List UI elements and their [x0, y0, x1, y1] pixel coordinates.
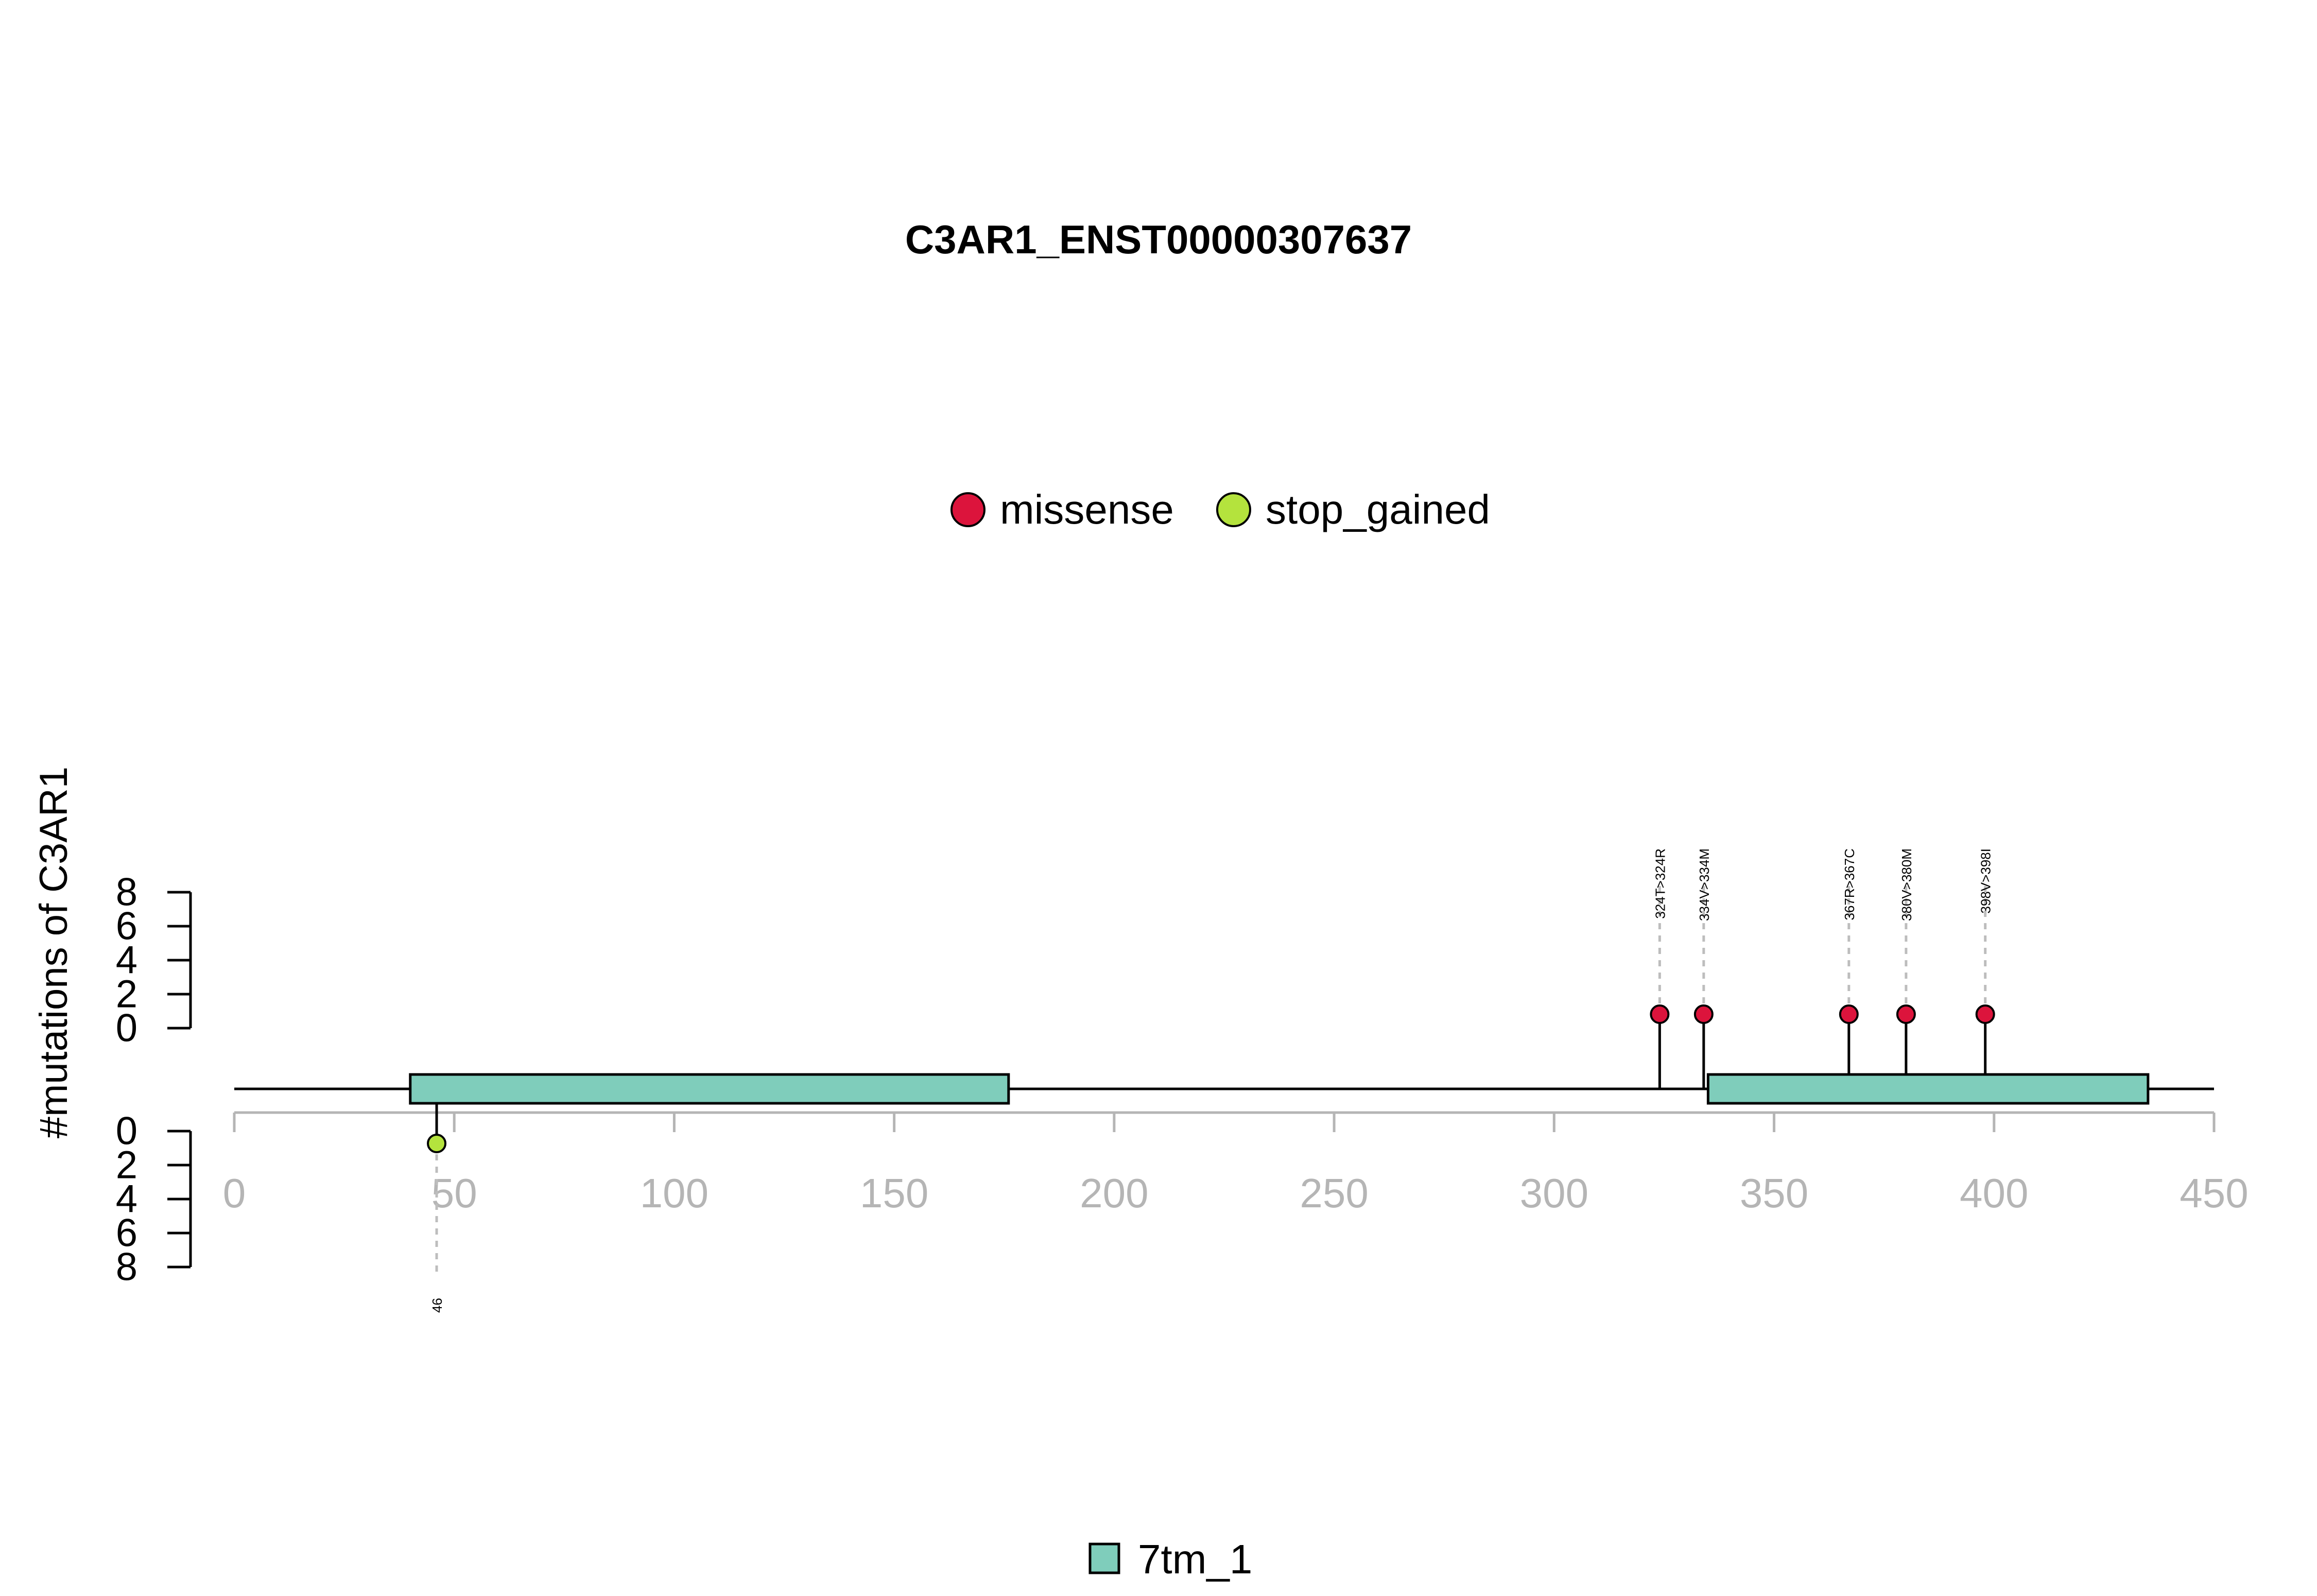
y-tick-label: 4 [116, 939, 137, 982]
y-tick-label: 0 [116, 1109, 137, 1153]
y-tick-label: 8 [116, 1245, 137, 1289]
x-tick-label: 400 [1960, 1170, 2028, 1216]
mutation-label: 398V>398I [1978, 848, 1994, 914]
x-tick-label: 50 [431, 1170, 477, 1216]
lollipop-head-missense [1693, 1004, 1714, 1024]
legend-label-7tm_1: 7tm_1 [1138, 1536, 1252, 1582]
lollipop-head-missense [1896, 1004, 1916, 1024]
y-tick-label: 6 [116, 1211, 137, 1255]
lollipop-head-stop_gained [427, 1134, 447, 1153]
lollipop-heads [427, 1004, 1995, 1153]
y-tick-label: 2 [116, 973, 137, 1016]
legend-marker-stop_gained [1216, 492, 1251, 527]
x-tick-label: 300 [1520, 1170, 1588, 1216]
domain-legend: 7tm_1 [1088, 1536, 1252, 1582]
y-tick-label: 6 [116, 905, 137, 948]
y-tick-label: 2 [116, 1143, 137, 1187]
x-axis: 0 50 100 150 200 250 300 350 400 450 [223, 1111, 2249, 1216]
lollipop-head-missense [1650, 1004, 1670, 1024]
domain-7tm_1 [409, 1073, 1010, 1105]
x-tick-label: 450 [2180, 1170, 2248, 1216]
lollipop-head-missense [1839, 1004, 1859, 1024]
y-axis-label: #mutations of C3AR1 [32, 767, 76, 1138]
chart-title: C3AR1_ENST00000307637 [905, 217, 1412, 262]
x-tick-label: 150 [860, 1170, 928, 1216]
legend-label-missense: missense [1000, 487, 1174, 532]
x-tick-label: 350 [1740, 1170, 1808, 1216]
mutation-labels: 324T>324R 334V>334M 367R>367C 380V>380M 398V… [429, 848, 1994, 1313]
legend-marker-missense [950, 492, 985, 527]
mutation-label: 367R>367C [1842, 848, 1857, 921]
mutation-label: 380V>380M [1899, 848, 1914, 921]
y-tick-label: 8 [116, 871, 137, 914]
legend-label-stop_gained: stop_gained [1266, 487, 1490, 532]
mutation-label: 324T>324R [1652, 848, 1668, 919]
x-tick-label: 250 [1300, 1170, 1368, 1216]
protein-domains [409, 1073, 2150, 1105]
lollipop-head-missense [1975, 1004, 1995, 1024]
mutation-label: 334V>334M [1697, 848, 1712, 921]
legend-swatch-7tm_1 [1088, 1542, 1120, 1574]
x-tick-label: 100 [640, 1170, 708, 1216]
x-tick-label: 0 [223, 1170, 246, 1216]
y-tick-label: 4 [116, 1177, 137, 1221]
x-tick-label: 200 [1080, 1170, 1148, 1216]
domain-7tm_1 [1706, 1073, 2150, 1105]
mutation-legend: missense stop_gained [950, 487, 1490, 532]
mutation-label: 46 [429, 1298, 445, 1313]
y-tick-label: 0 [116, 1007, 137, 1050]
